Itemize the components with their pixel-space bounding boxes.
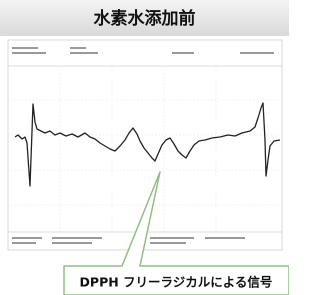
page: 水素水添加前 DPPH フリーラジカルによる信号 (() => { const … [0,0,289,295]
title: 水素水添加前 [94,8,196,29]
callout-text: DPPH フリーラジカルによる信号 [80,275,273,290]
screenshot: 水素水添加前 DPPH フリーラジカルによる信号 [0,0,289,295]
